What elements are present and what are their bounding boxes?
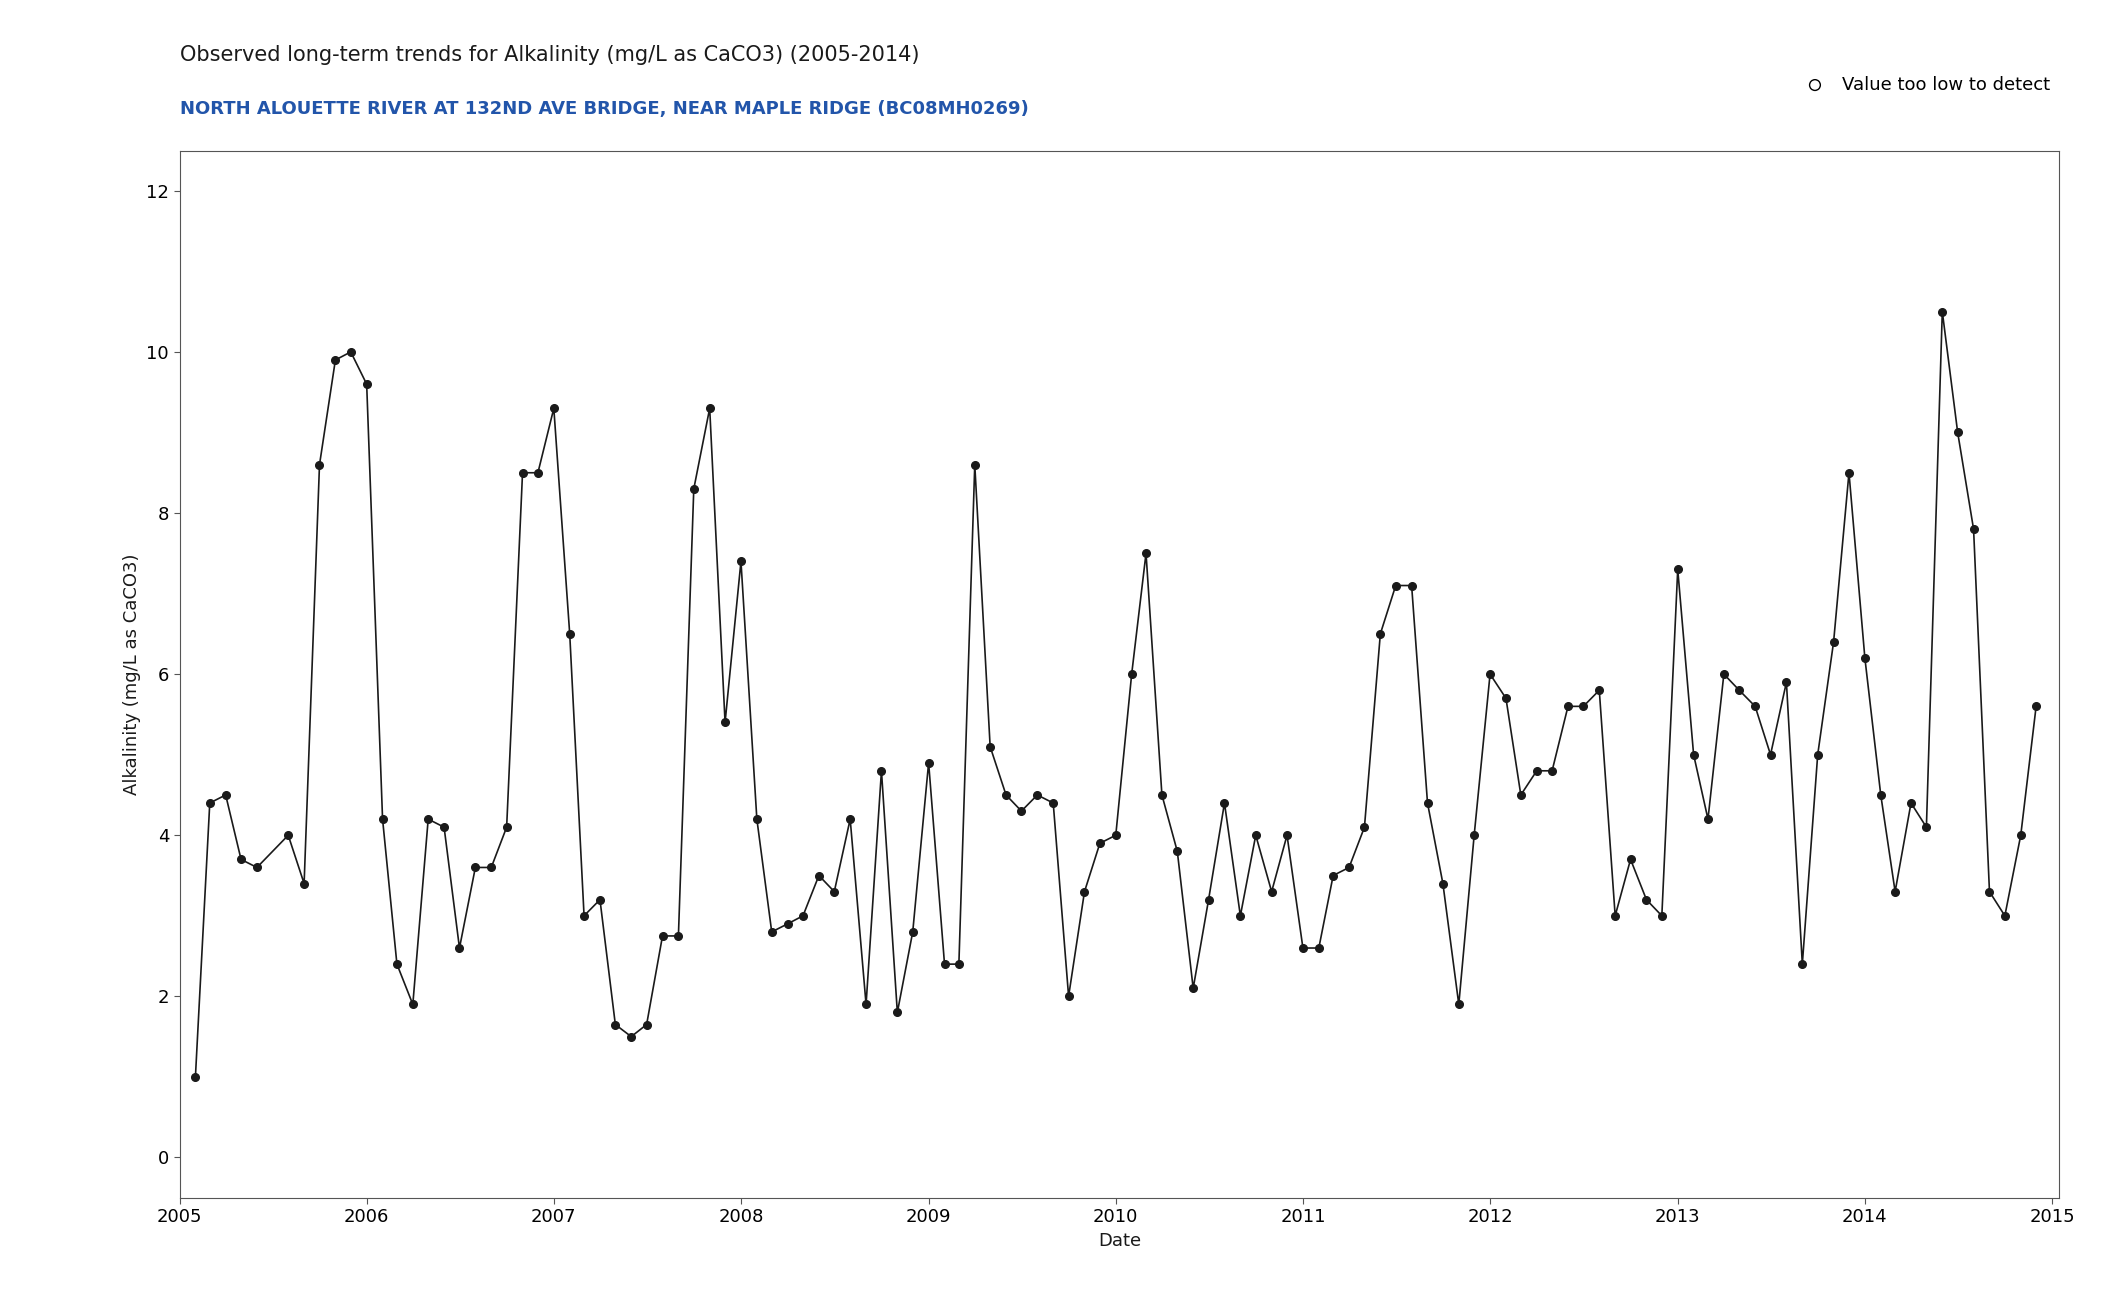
Text: NORTH ALOUETTE RIVER AT 132ND AVE BRIDGE, NEAR MAPLE RIDGE (BC08MH0269): NORTH ALOUETTE RIVER AT 132ND AVE BRIDGE… xyxy=(180,99,1029,118)
X-axis label: Date: Date xyxy=(1098,1232,1140,1250)
Y-axis label: Alkalinity (mg/L as CaCO3): Alkalinity (mg/L as CaCO3) xyxy=(122,554,142,795)
Legend: Value too low to detect: Value too low to detect xyxy=(1797,76,2051,94)
Text: Observed long-term trends for Alkalinity (mg/L as CaCO3) (2005-2014): Observed long-term trends for Alkalinity… xyxy=(180,46,919,65)
